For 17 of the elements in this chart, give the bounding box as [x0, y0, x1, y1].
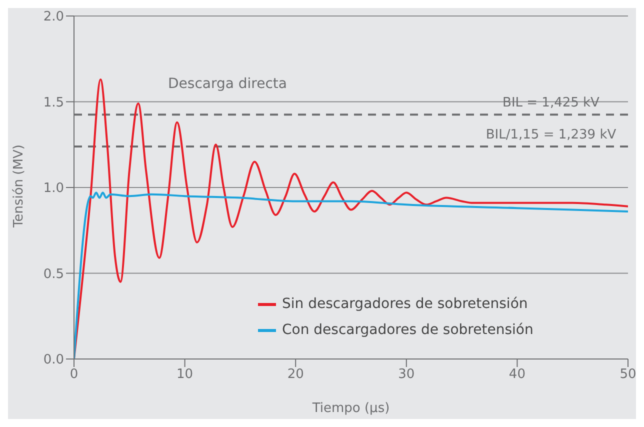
y-tick-label: 0.0	[43, 352, 64, 368]
legend-label: Con descargadores de sobretensión	[282, 322, 534, 338]
y-tick-label: 1.5	[43, 95, 64, 110]
x-tick-label: 20	[287, 367, 304, 382]
y-axis-title: Tensión (MV)	[12, 144, 27, 228]
x-tick-label: 0	[70, 367, 78, 382]
annotation: Descarga directa	[168, 76, 287, 92]
y-tick-label: 1.0	[43, 181, 64, 196]
x-tick-label: 40	[508, 367, 526, 382]
x-tick-label: 50	[620, 367, 636, 382]
x-tick-label: 30	[398, 367, 415, 382]
ref-line-label: BIL/1,15 = 1,239 kV	[486, 128, 616, 143]
y-tick-label: 0.5	[43, 266, 64, 282]
y-tick-label: 2.0	[43, 10, 64, 25]
x-tick-label: 10	[176, 367, 194, 382]
x-axis-title: Tiempo (µs)	[311, 401, 390, 416]
legend-label: Sin descargadores de sobretensión	[282, 296, 528, 312]
